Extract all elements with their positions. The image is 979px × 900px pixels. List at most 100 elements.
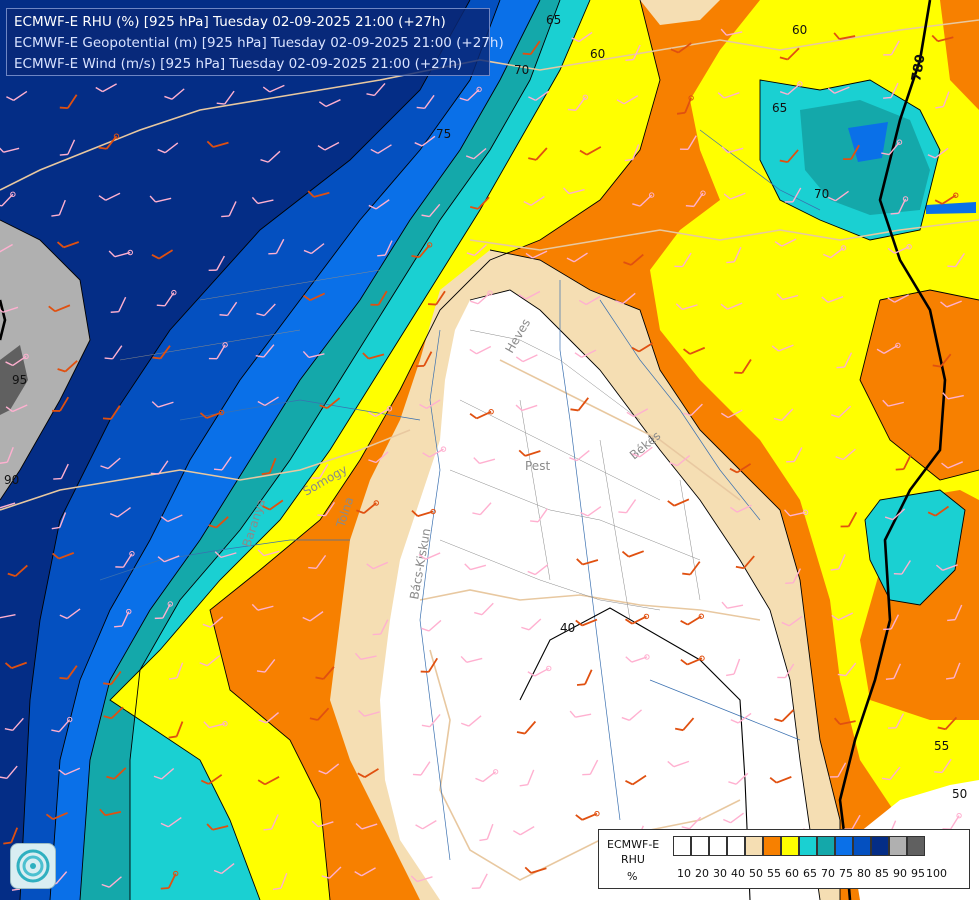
wind-barb (213, 862, 235, 875)
wind-barb (168, 721, 184, 739)
wind-barb (370, 144, 392, 154)
legend-tick-label: 10 (677, 867, 691, 880)
legend-tick-label: 60 (785, 867, 799, 880)
wind-barb (315, 666, 335, 680)
wind-barb (355, 823, 378, 830)
wind-barb (569, 449, 590, 462)
wind-barb (263, 814, 279, 831)
wind-barb (683, 346, 706, 355)
wind-barb (160, 816, 182, 828)
legend-tick-label: 30 (713, 867, 727, 880)
wind-barb (623, 253, 644, 266)
swirl-icon (16, 849, 50, 883)
wind-barb (528, 147, 548, 161)
wind-barb (940, 300, 962, 308)
wind-barb (669, 455, 691, 467)
wind-barb (883, 82, 899, 99)
contour-label: 75 (436, 127, 451, 141)
wind-barb (615, 292, 636, 305)
wind-barb (518, 290, 541, 300)
wind-barb (881, 766, 901, 781)
wind-barb (675, 303, 698, 311)
legend-swatch (871, 836, 889, 856)
legend-swatch (727, 836, 745, 856)
wind-barb (472, 502, 492, 516)
wind-barb (771, 344, 794, 352)
wind-barb (377, 240, 393, 257)
wind-barb (474, 602, 494, 616)
contour-label: 70 (514, 63, 529, 77)
wind-barb (0, 765, 18, 780)
legend-swatch (889, 836, 907, 856)
wind-barb (527, 564, 549, 576)
wind-barb (720, 302, 743, 310)
wind-barb (681, 816, 702, 830)
legend-swatch (799, 836, 817, 856)
wind-barb (631, 446, 653, 458)
wind-barb (150, 460, 169, 475)
wind-barb (153, 767, 175, 780)
wind-barb (469, 409, 494, 420)
wind-barb (947, 252, 965, 268)
wind-barb (258, 712, 279, 724)
legend-tick-label: 85 (875, 867, 889, 880)
wind-barb (256, 659, 276, 673)
wind-barb (272, 873, 288, 891)
wind-barb (513, 826, 535, 836)
wind-barb (631, 342, 654, 353)
wind-barb (410, 875, 433, 883)
wind-barb (576, 558, 599, 566)
wind-barb (895, 454, 912, 471)
wind-barb (104, 345, 123, 360)
wind-barb (470, 290, 493, 305)
title-box: ECMWF-E RHU (%) [925 hPa] Tuesday 02-09-… (6, 8, 504, 76)
legend-tick-label: 100 (926, 867, 947, 880)
legend-swatch (817, 836, 835, 856)
wind-barb (831, 405, 852, 418)
wind-barb (309, 707, 330, 721)
wind-barb (518, 449, 541, 457)
wind-barb (308, 554, 327, 570)
wind-barb (625, 654, 650, 663)
wind-barb (317, 501, 336, 517)
wind-barb (208, 342, 228, 360)
wind-barb (876, 342, 901, 354)
band-80-e (926, 202, 976, 214)
wind-barb (115, 551, 135, 568)
legend-tick-label: 40 (731, 867, 745, 880)
wind-barb (674, 717, 695, 732)
wind-barb (354, 652, 377, 661)
wind-barb (366, 561, 389, 570)
wind-barb (941, 461, 963, 469)
wind-barb (208, 516, 229, 529)
wind-barb (302, 350, 325, 359)
wind-barb (833, 32, 856, 40)
wind-barb (256, 303, 276, 317)
wind-barb (51, 512, 67, 530)
wind-barb (414, 135, 436, 147)
wind-barb (717, 92, 740, 99)
wind-barb (57, 360, 78, 373)
wind-barbs (0, 28, 965, 891)
wind-barb (168, 662, 184, 680)
wind-barb (884, 508, 906, 521)
band-55-n (640, 0, 720, 25)
wind-barb (202, 616, 224, 628)
geopotential-780-line (0, 0, 947, 900)
wind-barb (5, 353, 29, 367)
legend-tick-label: 20 (695, 867, 709, 880)
wind-barb (45, 811, 68, 820)
wind-barb (421, 713, 441, 728)
wind-barb (302, 611, 324, 622)
wind-barb (98, 133, 120, 150)
wind-barb (106, 767, 127, 780)
legend-tick-label: 75 (839, 867, 853, 880)
wind-barb (419, 399, 441, 409)
legend-variable: RHU (621, 853, 645, 866)
wind-barb (626, 408, 649, 418)
wind-barb (157, 142, 179, 154)
wind-barb (935, 91, 950, 109)
wind-barb (466, 244, 487, 257)
wind-barb (522, 40, 541, 56)
wind-barb (786, 447, 803, 463)
